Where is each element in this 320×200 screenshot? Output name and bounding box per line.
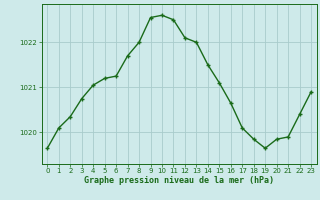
- X-axis label: Graphe pression niveau de la mer (hPa): Graphe pression niveau de la mer (hPa): [84, 176, 274, 185]
